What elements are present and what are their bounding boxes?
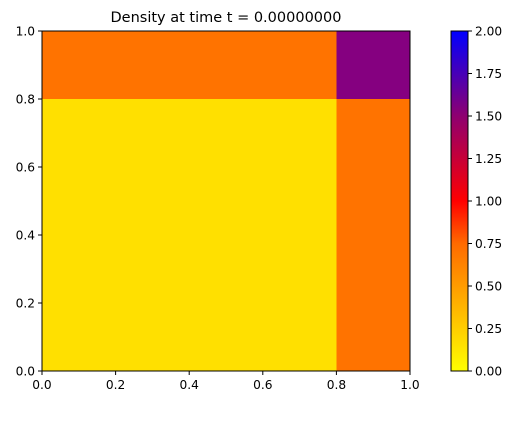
colorbar-tick-label: 0.50 <box>475 279 502 293</box>
heatmap-cell-0 <box>42 99 337 371</box>
x-tick-label: 0.4 <box>180 378 200 392</box>
colorbar-tick-label: 1.50 <box>475 109 502 123</box>
plot-area: 0.0 0.2 0.4 0.6 0.8 1.0 0.0 0.2 0.4 0.6 0.8 1.0 <box>16 24 420 392</box>
y-tick-label: 1.0 <box>16 24 35 38</box>
colorbar-tick-label: 0.00 <box>475 364 502 378</box>
colorbar-gradient <box>451 31 468 371</box>
plot-frame <box>41 30 411 372</box>
x-tick-label: 0.2 <box>106 378 125 392</box>
colorbar-tick-label: 2.00 <box>475 24 502 38</box>
colorbar-tick-label: 1.75 <box>475 67 502 81</box>
heatmap-cell-3 <box>336 31 410 99</box>
y-tick-label: 0.2 <box>16 296 35 310</box>
heatmap-cell-1 <box>336 99 410 371</box>
heatmap-cell-2 <box>42 31 337 99</box>
x-tick-label: 0.0 <box>32 378 51 392</box>
colorbar-tick-label: 1.00 <box>475 194 502 208</box>
x-tick-label: 0.8 <box>327 378 346 392</box>
x-tick-label: 0.6 <box>253 378 272 392</box>
colorbar-tick-label: 0.25 <box>475 322 502 336</box>
colorbar: 0.00 0.25 0.50 0.75 1.00 1.25 1.50 1.75 2.00 <box>450 24 502 378</box>
y-tick-label: 0.6 <box>16 160 35 174</box>
x-tick-label: 1.0 <box>400 378 419 392</box>
colorbar-tick-label: 1.25 <box>475 152 502 166</box>
y-tick-label: 0.4 <box>16 228 36 242</box>
y-tick-label: 0.8 <box>16 92 35 106</box>
colorbar-tick-label: 0.75 <box>475 237 502 251</box>
y-tick-label: 0.0 <box>16 364 35 378</box>
chart-title: Density at time t = 0.00000000 <box>111 10 342 26</box>
